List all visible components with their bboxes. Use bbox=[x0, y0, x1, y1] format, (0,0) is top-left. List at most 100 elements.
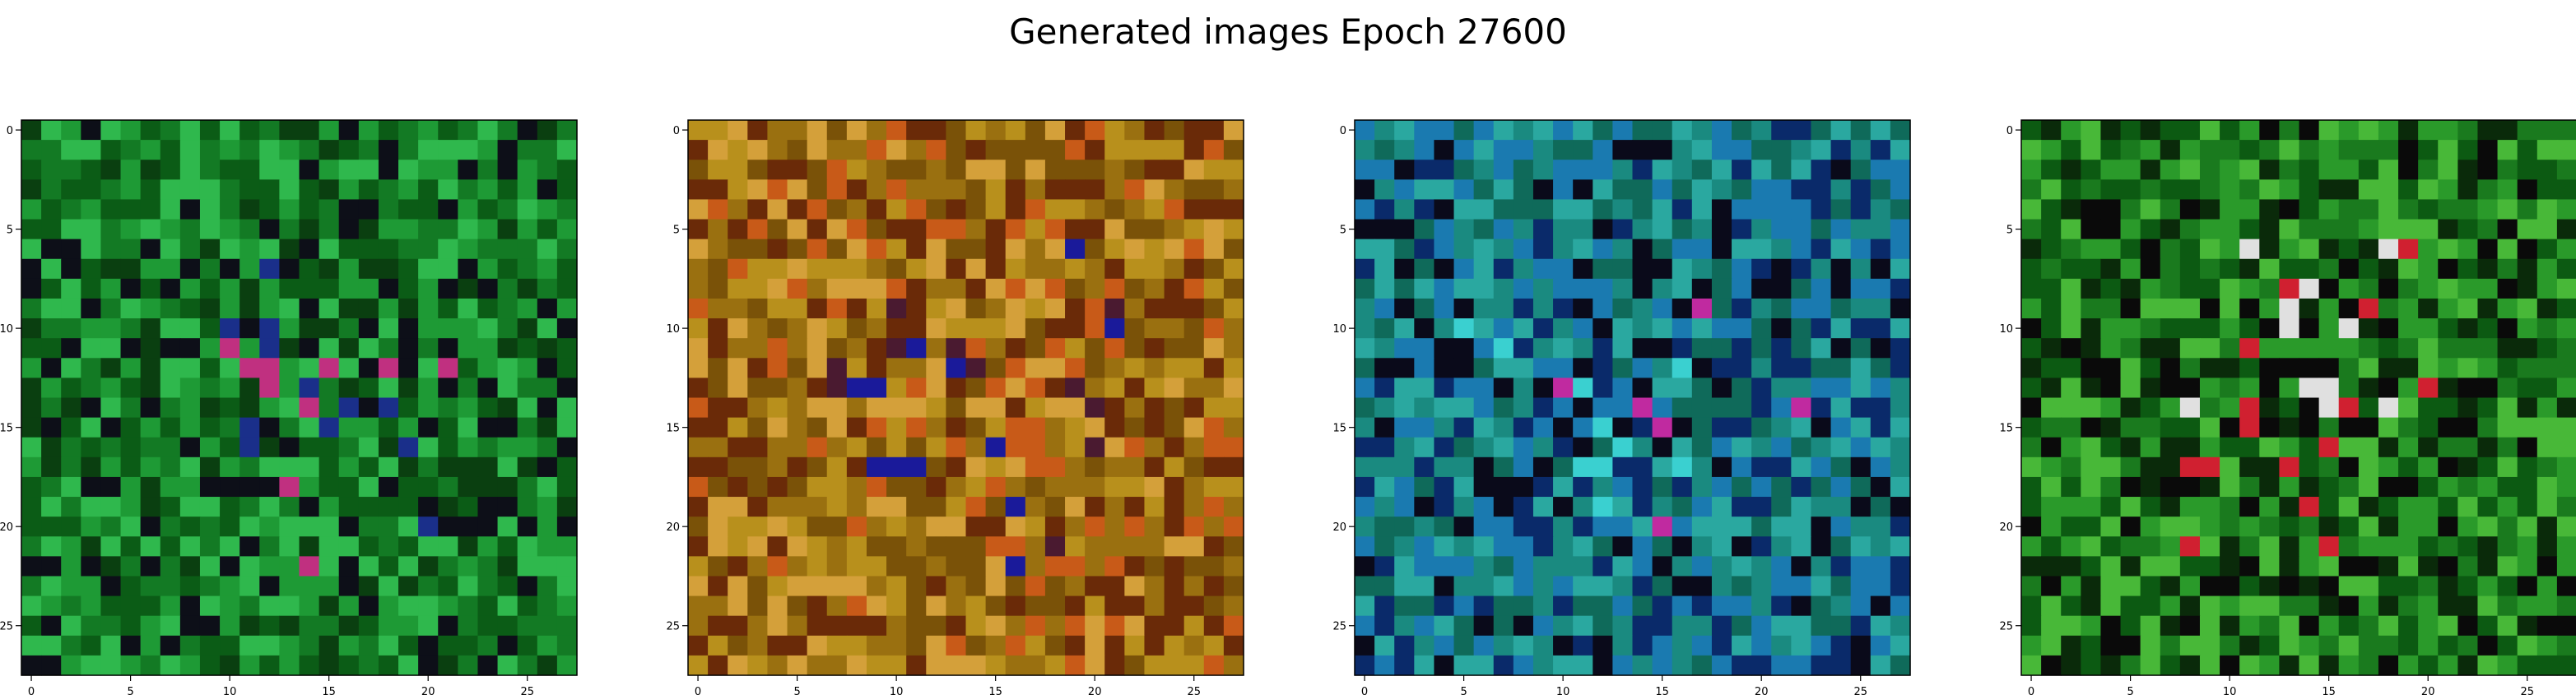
image-pixel bbox=[1870, 517, 1891, 537]
image-pixel bbox=[319, 517, 340, 537]
image-pixel bbox=[179, 536, 201, 557]
image-pixel bbox=[1124, 219, 1146, 240]
image-pixel bbox=[2061, 199, 2081, 220]
image-pixel bbox=[1144, 517, 1165, 537]
image-pixel bbox=[438, 576, 458, 597]
image-pixel bbox=[1870, 378, 1891, 399]
image-pixel bbox=[1691, 278, 1713, 299]
image-pixel bbox=[556, 456, 578, 478]
image-pixel bbox=[179, 635, 201, 656]
image-pixel bbox=[886, 140, 907, 160]
image-pixel bbox=[239, 655, 260, 676]
image-pixel bbox=[1830, 140, 1852, 160]
image-pixel bbox=[2100, 397, 2122, 419]
image-pixel bbox=[2477, 615, 2499, 637]
image-pixel bbox=[2279, 536, 2300, 557]
image-pixel bbox=[1044, 635, 1066, 656]
image-pixel bbox=[140, 199, 161, 220]
image-pixel bbox=[1711, 536, 1732, 557]
image-pixel bbox=[2199, 338, 2220, 359]
image-pixel bbox=[906, 655, 927, 676]
image-pixel bbox=[2199, 437, 2220, 458]
image-pixel bbox=[497, 497, 518, 517]
image-pixel bbox=[259, 615, 280, 637]
image-pixel bbox=[1183, 456, 1205, 478]
image-pixel bbox=[140, 179, 161, 201]
image-pixel bbox=[1005, 417, 1026, 438]
image-pixel bbox=[1811, 179, 1832, 201]
image-pixel bbox=[497, 219, 518, 240]
image-pixel bbox=[1414, 120, 1435, 141]
image-pixel bbox=[299, 397, 320, 419]
image-pixel bbox=[2398, 456, 2419, 478]
image-pixel bbox=[1652, 278, 1673, 299]
image-pixel bbox=[728, 160, 748, 180]
image-pixel bbox=[926, 517, 946, 537]
image-pixel bbox=[1493, 556, 1514, 577]
image-pixel bbox=[708, 179, 728, 201]
image-pixel bbox=[2536, 556, 2558, 577]
image-pixel bbox=[767, 536, 788, 557]
image-pixel bbox=[1473, 298, 1495, 319]
image-pixel bbox=[477, 615, 499, 637]
image-pixel bbox=[1044, 258, 1066, 280]
image-pixel bbox=[160, 437, 181, 458]
image-pixel bbox=[2239, 595, 2260, 617]
image-pixel bbox=[866, 378, 887, 399]
image-pixel bbox=[767, 437, 788, 458]
image-pixel bbox=[728, 318, 748, 339]
image-pixel bbox=[1124, 140, 1146, 160]
image-pixel bbox=[1065, 536, 1086, 557]
image-pixel bbox=[140, 497, 161, 517]
image-pixel bbox=[1144, 278, 1165, 299]
y-tick-label: 25 bbox=[1999, 621, 2013, 633]
image-pixel bbox=[120, 556, 142, 577]
image-pixel bbox=[2457, 298, 2479, 319]
image-pixel bbox=[728, 635, 748, 656]
image-pixel bbox=[787, 517, 808, 537]
image-pixel bbox=[179, 140, 201, 160]
image-pixel bbox=[728, 219, 748, 240]
image-pixel bbox=[2338, 655, 2360, 676]
image-pixel bbox=[2536, 298, 2558, 319]
image-pixel bbox=[2398, 635, 2419, 656]
image-pixel bbox=[2259, 358, 2280, 378]
image-pixel bbox=[2041, 417, 2062, 438]
image-pixel bbox=[2160, 476, 2181, 498]
image-pixel bbox=[120, 140, 142, 160]
image-pixel bbox=[1811, 536, 1832, 557]
image-pixel bbox=[1553, 199, 1574, 220]
image-pixel bbox=[2378, 655, 2399, 676]
image-pixel bbox=[1085, 140, 1105, 160]
image-pixel bbox=[2279, 199, 2300, 220]
image-pixel bbox=[1732, 655, 1752, 676]
image-pixel bbox=[807, 595, 828, 617]
image-pixel bbox=[2497, 239, 2518, 260]
image-pixel bbox=[1044, 556, 1066, 577]
image-pixel bbox=[2021, 595, 2042, 617]
image-pixel bbox=[708, 655, 728, 676]
image-pixel bbox=[2556, 556, 2576, 577]
image-pixel bbox=[1394, 517, 1415, 537]
image-pixel bbox=[61, 576, 81, 597]
image-pixel bbox=[100, 615, 122, 637]
image-pixel bbox=[477, 655, 499, 676]
image-pixel bbox=[556, 397, 578, 419]
image-pixel bbox=[1652, 615, 1673, 637]
image-pixel bbox=[378, 635, 399, 656]
image-pixel bbox=[477, 437, 499, 458]
image-pixel bbox=[2140, 358, 2161, 378]
image-pixel bbox=[358, 298, 379, 319]
image-pixel bbox=[1513, 318, 1534, 339]
image-pixel bbox=[61, 278, 81, 299]
image-pixel bbox=[688, 417, 709, 438]
image-pixel bbox=[1870, 456, 1891, 478]
image-pixel bbox=[1104, 437, 1125, 458]
image-pixel bbox=[41, 476, 62, 498]
image-pixel bbox=[1711, 120, 1732, 141]
image-pixel bbox=[1691, 338, 1713, 359]
image-pixel bbox=[338, 536, 360, 557]
image-pixel bbox=[517, 278, 538, 299]
image-pixel bbox=[1434, 140, 1455, 160]
image-pixel bbox=[1672, 397, 1693, 419]
